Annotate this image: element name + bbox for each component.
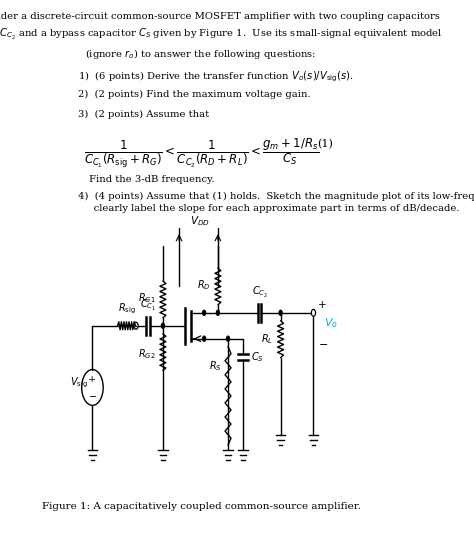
Text: $-$: $-$ (318, 337, 328, 348)
Text: (1): (1) (317, 138, 333, 149)
Text: $R_S$: $R_S$ (209, 360, 222, 374)
Text: $R_D$: $R_D$ (197, 278, 211, 292)
Text: 4)  (4 points) Assume that (1) holds.  Sketch the magnitude plot of its low-freq: 4) (4 points) Assume that (1) holds. Ske… (78, 191, 474, 214)
Text: $-$: $-$ (88, 391, 97, 400)
Circle shape (203, 336, 206, 341)
Text: $\dfrac{1}{C_{C_1}(R_{\mathrm{sig}}+R_G)} < \dfrac{1}{C_{C_2}(R_D+R_L)} < \dfrac: $\dfrac{1}{C_{C_1}(R_{\mathrm{sig}}+R_G)… (83, 137, 319, 170)
Text: $V_{DD}$: $V_{DD}$ (190, 215, 210, 229)
Circle shape (216, 310, 219, 315)
Text: $R_{G2}$: $R_{G2}$ (138, 347, 156, 360)
Text: $V_o$: $V_o$ (324, 316, 338, 330)
Text: $R_{G1}$: $R_{G1}$ (138, 291, 156, 305)
Circle shape (162, 323, 164, 328)
Text: $C_{C_2}$: $C_{C_2}$ (252, 285, 268, 300)
Text: +: + (318, 300, 327, 310)
Text: +: + (88, 375, 97, 384)
Text: $R_L$: $R_L$ (261, 332, 273, 346)
Text: Figure 1: A capacitatively coupled common-source amplifier.: Figure 1: A capacitatively coupled commo… (42, 503, 361, 512)
Text: $C_{C_1}$: $C_{C_1}$ (140, 298, 156, 313)
Text: $R_{\mathrm{sig}}$: $R_{\mathrm{sig}}$ (118, 301, 136, 316)
Text: $C_S$: $C_S$ (251, 350, 264, 364)
Circle shape (203, 310, 206, 315)
Text: 3)  (2 points) Assume that: 3) (2 points) Assume that (78, 110, 209, 119)
Circle shape (227, 336, 229, 341)
Text: 1)  (6 points) Derive the transfer function $V_o(s)/V_{\mathrm{sig}}(s)$.: 1) (6 points) Derive the transfer functi… (78, 70, 353, 85)
Text: Find the 3-dB frequency.: Find the 3-dB frequency. (90, 175, 215, 183)
Text: Consider a discrete-circuit common-source MOSFET amplifier with two coupling cap: Consider a discrete-circuit common-sourc… (0, 12, 443, 61)
Text: 2)  (2 points) Find the maximum voltage gain.: 2) (2 points) Find the maximum voltage g… (78, 90, 310, 99)
Circle shape (279, 310, 282, 315)
Text: $V_{\mathrm{sig}}$: $V_{\mathrm{sig}}$ (71, 375, 88, 390)
